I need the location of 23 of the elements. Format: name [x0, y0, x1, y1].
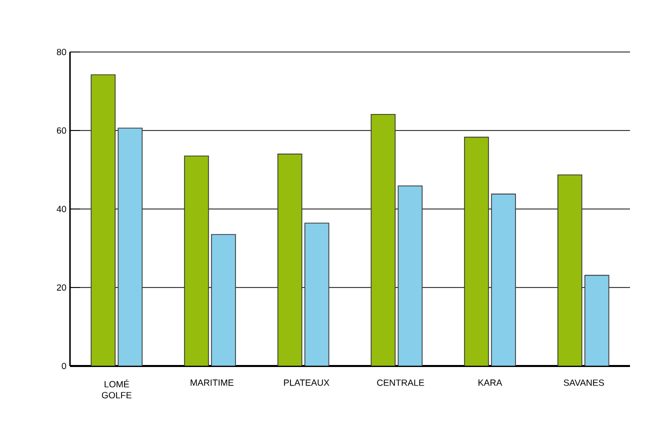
- bar: [557, 174, 582, 366]
- bar: [211, 234, 236, 366]
- y-tick-label: 40: [56, 206, 66, 212]
- bar: [398, 185, 423, 366]
- y-tick-label: 20: [56, 284, 66, 291]
- x-tick-label: KARA: [478, 380, 502, 386]
- bar: [90, 74, 116, 366]
- y-tick-label: 80: [56, 48, 66, 56]
- bar: [118, 128, 143, 366]
- bar: [304, 222, 330, 366]
- y-tick-label: 0: [62, 362, 66, 370]
- bar: [184, 156, 209, 366]
- bar: [277, 154, 302, 366]
- bar: [464, 136, 489, 366]
- x-tick-label: MARITIME: [190, 380, 234, 386]
- x-tick-label: CENTRALE: [377, 380, 424, 386]
- y-tick-label: 60: [56, 127, 66, 134]
- bar: [584, 274, 610, 366]
- x-tick-label: SAVANES: [564, 380, 604, 386]
- bar: [491, 194, 516, 366]
- bar: [370, 114, 396, 366]
- x-tick-label: PLATEAUX: [284, 380, 330, 386]
- x-tick-label: LOMÉ GOLFE: [102, 380, 132, 398]
